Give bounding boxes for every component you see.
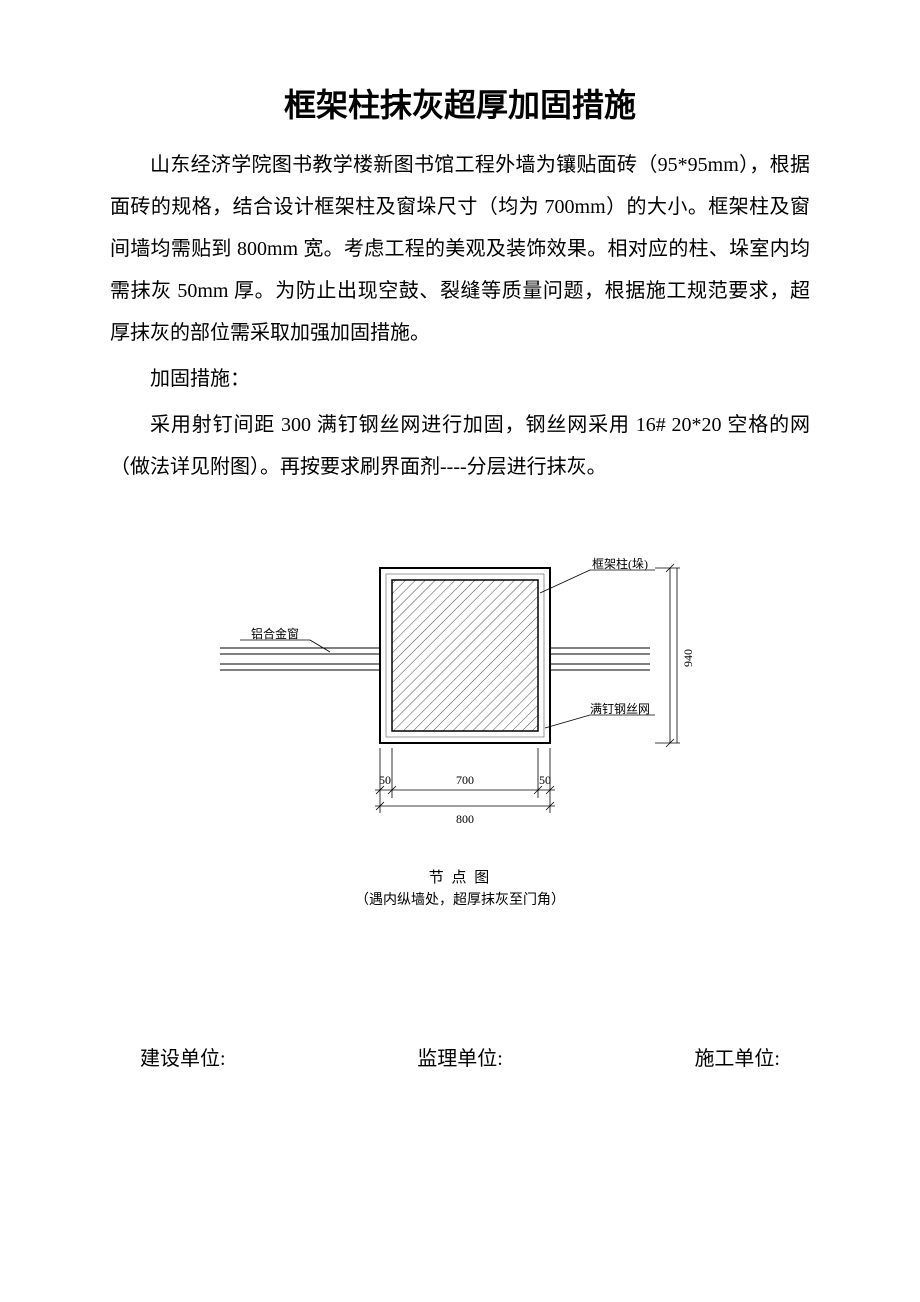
dim-bottom-mid: 700 xyxy=(456,773,474,787)
node-diagram: 铝合金窗 框架柱(垛) 满钉钢丝网 940 xyxy=(180,548,740,848)
paragraph-2: 加固措施： xyxy=(110,358,810,400)
page-title: 框架柱抹灰超厚加固措施 xyxy=(110,80,810,126)
dim-bottom-left: 50 xyxy=(379,773,391,787)
figure-subcaption: （遇内纵墙处，超厚抹灰至门角） xyxy=(110,890,810,912)
right-wall-lines xyxy=(550,648,650,670)
signature-row: 建设单位: 监理单位: 施工单位: xyxy=(110,1042,810,1071)
dim-right-text: 940 xyxy=(681,649,695,667)
label-left: 铝合金窗 xyxy=(251,626,299,641)
sign-contractor-unit: 施工单位: xyxy=(694,1042,780,1071)
dim-right xyxy=(655,564,680,747)
sign-supervision-unit: 监理单位: xyxy=(417,1042,503,1071)
left-wall-lines xyxy=(220,648,380,670)
figure-container: 铝合金窗 框架柱(垛) 满钉钢丝网 940 xyxy=(110,548,810,848)
dim-bottom-total: 800 xyxy=(456,812,474,826)
sign-construction-unit: 建设单位: xyxy=(140,1042,226,1071)
label-top-right: 框架柱(垛) xyxy=(592,556,648,571)
column-inner xyxy=(392,580,538,731)
paragraph-1: 山东经济学院图书教学楼新图书馆工程外墙为镶贴面砖（95*95mm），根据面砖的规… xyxy=(110,144,810,354)
figure-caption: 节 点 图 xyxy=(110,866,810,890)
dim-bottom-right: 50 xyxy=(539,773,551,787)
paragraph-3: 采用射钉间距 300 满钉钢丝网进行加固，钢丝网采用 16# 20*20 空格的… xyxy=(110,404,810,488)
label-mid-right: 满钉钢丝网 xyxy=(590,702,650,716)
